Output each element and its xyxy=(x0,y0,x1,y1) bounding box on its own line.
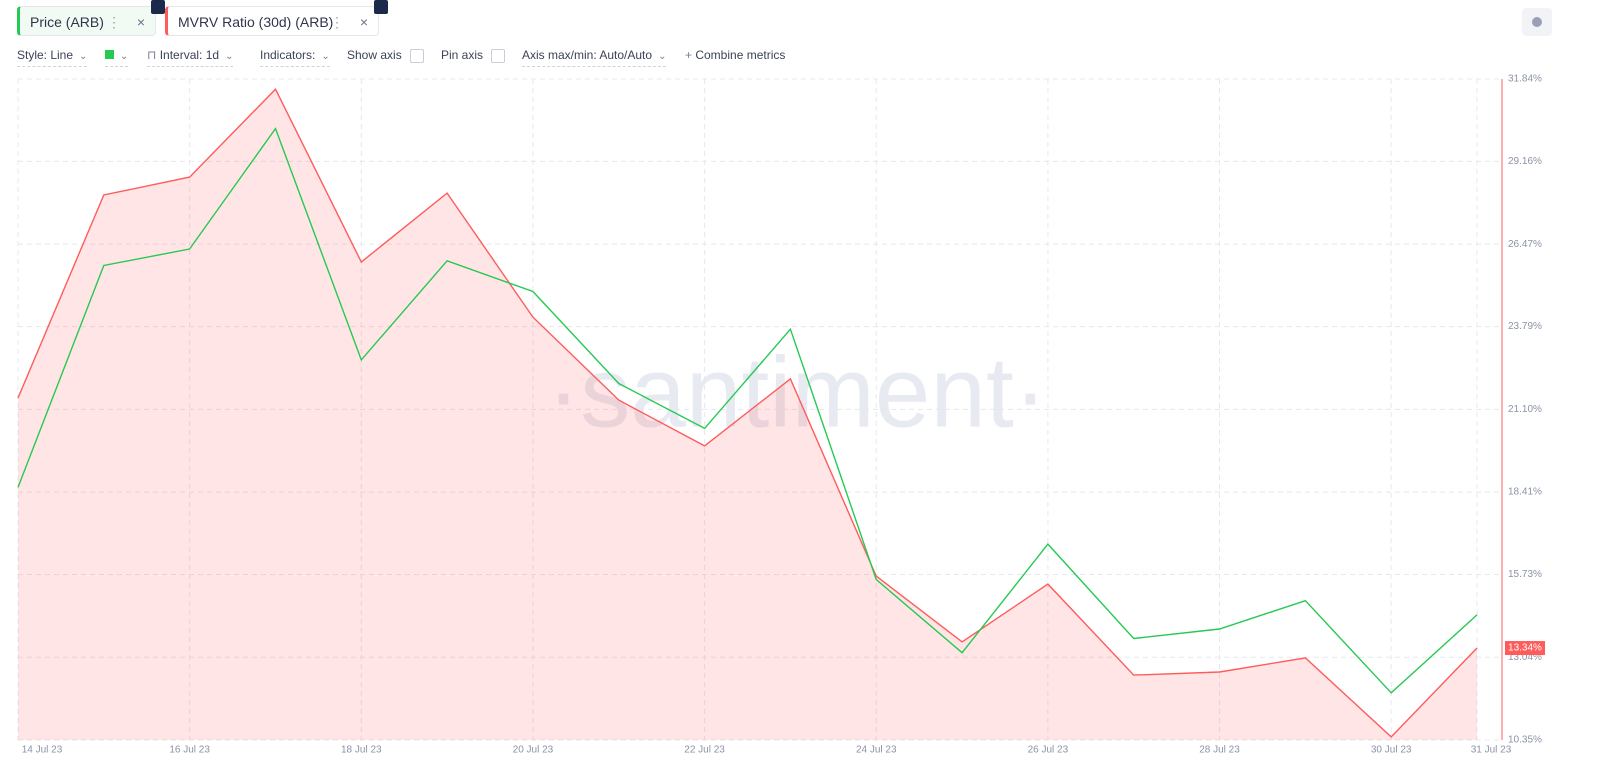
y-tick-label: 26.47% xyxy=(1508,239,1542,250)
y-tick-label: 18.41% xyxy=(1508,487,1542,498)
color-swatch xyxy=(105,50,114,59)
series-line xyxy=(17,127,1478,694)
metric-tab[interactable]: MVRV Ratio (30d) (ARB) ⋮ × xyxy=(165,0,388,36)
tab-label: MVRV Ratio (30d) (ARB) xyxy=(178,14,334,30)
pin-axis[interactable]: Pin axis xyxy=(441,48,506,67)
settings-icon xyxy=(1532,17,1542,27)
show-axis[interactable]: Show axis xyxy=(347,48,424,67)
x-tick-label: 16 Jul 23 xyxy=(169,745,210,756)
y-tick-label: 29.16% xyxy=(1508,156,1542,167)
label: Indicators: xyxy=(260,48,316,62)
area xyxy=(18,89,1477,740)
x-tick-label: 18 Jul 23 xyxy=(341,745,382,756)
x-tick-label: 22 Jul 23 xyxy=(684,745,725,756)
series-line xyxy=(17,88,1478,738)
grid xyxy=(17,78,1502,741)
tab-icon xyxy=(374,0,388,14)
x-tick-label: 14 Jul 23 xyxy=(22,745,63,756)
x-tick-label: 30 Jul 23 xyxy=(1371,745,1412,756)
label: Pin axis xyxy=(441,48,484,62)
y-tick-label: 31.84% xyxy=(1508,74,1542,85)
x-tick-label: 31 Jul 23 xyxy=(1471,745,1512,756)
combine-metrics[interactable]: + Combine metrics xyxy=(685,48,786,62)
x-tick-label: 24 Jul 23 xyxy=(856,745,897,756)
metric-tab[interactable]: Price (ARB) ⋮ × xyxy=(17,0,165,36)
axis-maxmin[interactable]: Axis max/min: Auto/Auto ⌄ xyxy=(522,48,667,67)
y-tick-label: 21.10% xyxy=(1508,404,1542,415)
tab-icon xyxy=(151,0,165,14)
y-tick-label: 15.73% xyxy=(1508,569,1542,580)
y-tick-label: 10.35% xyxy=(1508,735,1542,746)
indicators-select[interactable]: Indicators: ⌄ xyxy=(260,48,330,67)
color-select[interactable]: ⌄ xyxy=(105,48,129,67)
label: Style: Line xyxy=(17,48,74,62)
y-tick-label: 23.79% xyxy=(1508,321,1542,332)
tab-menu[interactable]: ⋮ xyxy=(107,14,121,30)
y-tick-label: 13.04% xyxy=(1508,652,1542,663)
interval-select[interactable]: ⊓ Interval: 1d ⌄ xyxy=(147,48,234,67)
label: Combine metrics xyxy=(695,48,786,62)
label: Axis max/min: Auto/Auto xyxy=(522,48,653,62)
style-select[interactable]: Style: Line ⌄ xyxy=(17,48,88,67)
label: Interval: 1d xyxy=(159,48,220,62)
value-label: 13.34% xyxy=(1508,643,1542,654)
tab-close[interactable]: × xyxy=(359,14,368,30)
x-tick-label: 20 Jul 23 xyxy=(513,745,554,756)
tab-menu[interactable]: ⋮ xyxy=(330,14,344,30)
x-tick-label: 28 Jul 23 xyxy=(1199,745,1240,756)
tab-close[interactable]: × xyxy=(136,14,145,30)
label: Show axis xyxy=(347,48,402,62)
tab-label: Price (ARB) xyxy=(30,14,104,30)
value-badge xyxy=(1505,641,1545,656)
watermark: ·santiment· xyxy=(547,336,1047,448)
settings-button[interactable] xyxy=(1522,8,1552,36)
x-tick-label: 26 Jul 23 xyxy=(1028,745,1069,756)
